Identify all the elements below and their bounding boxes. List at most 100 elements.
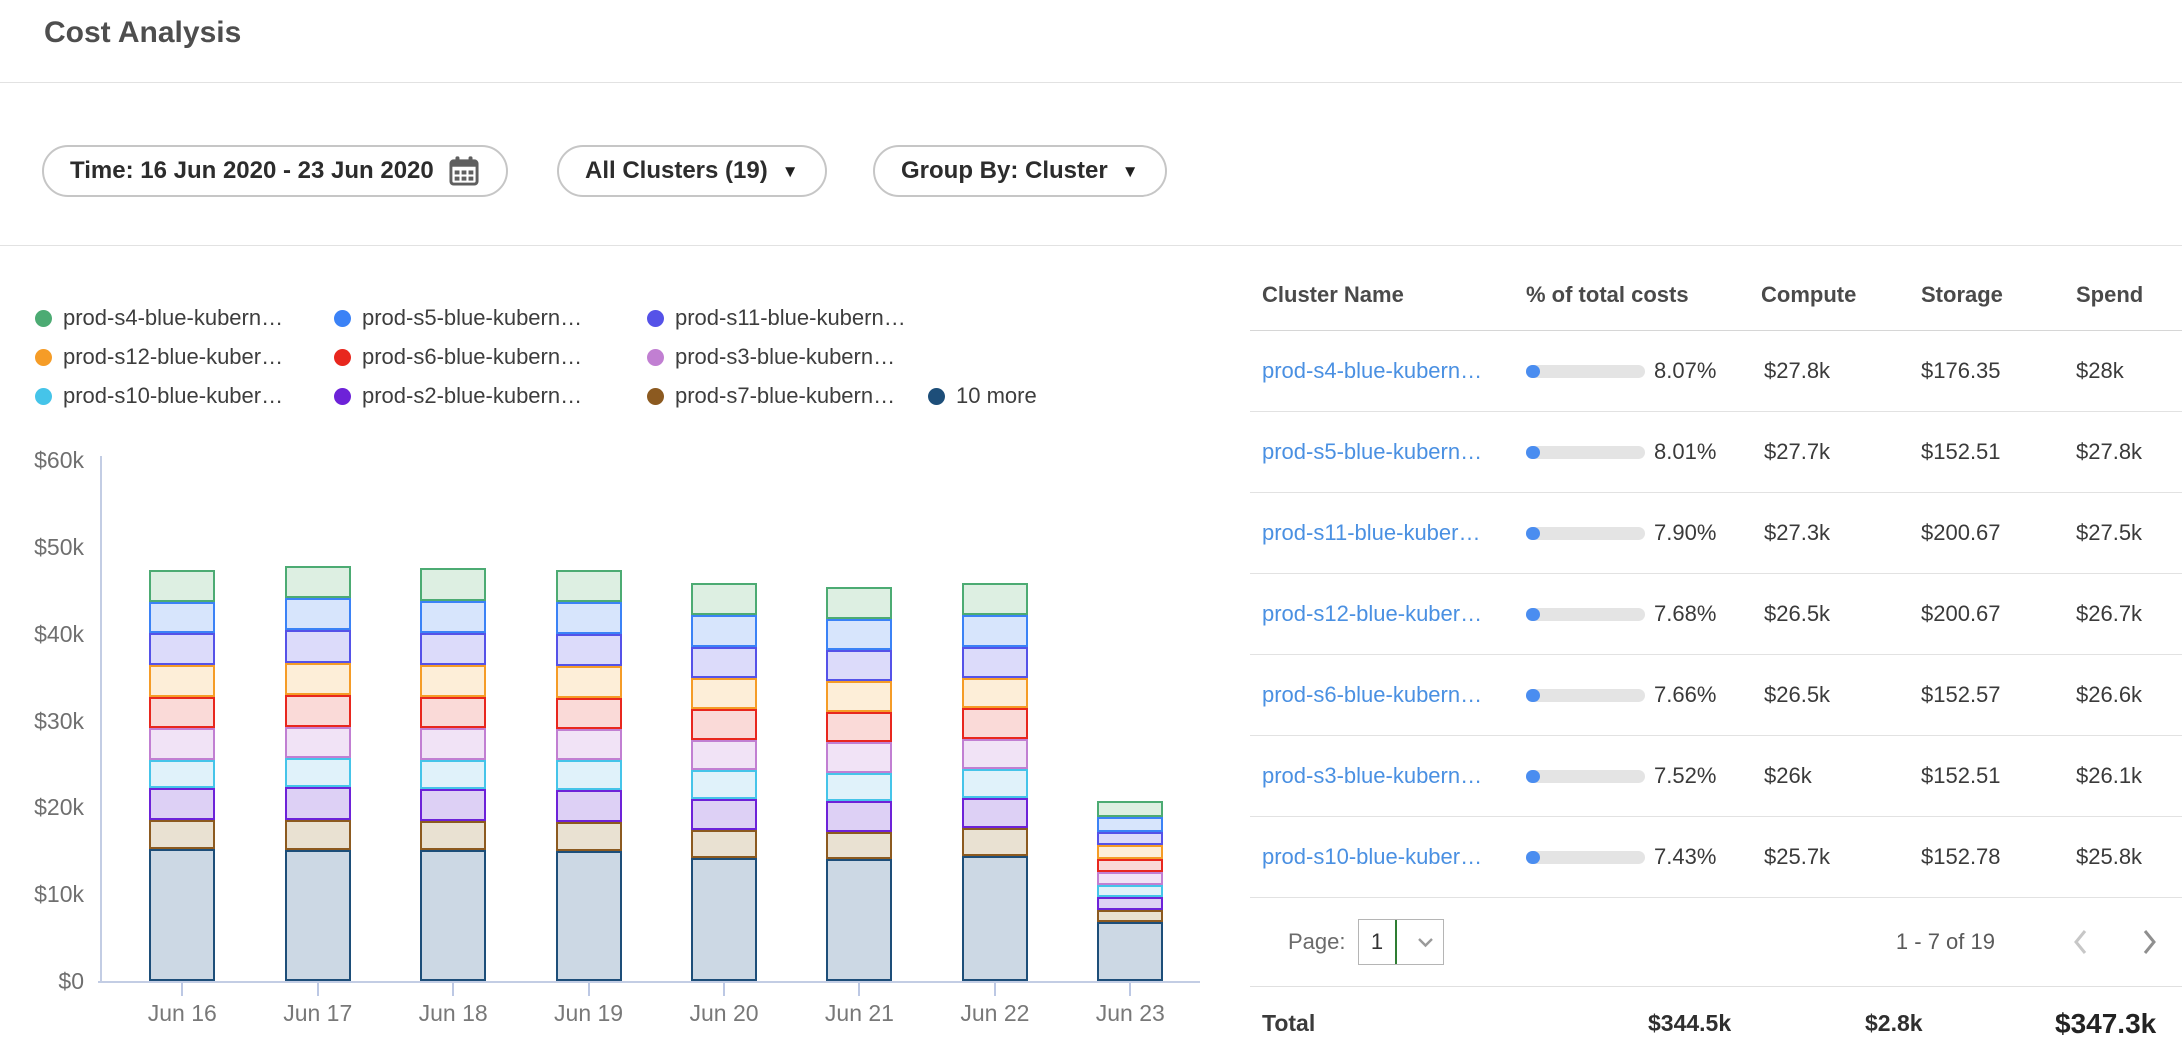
bar-segment[interactable] bbox=[961, 797, 1028, 829]
bar-segment[interactable] bbox=[691, 829, 758, 858]
bar-segment[interactable] bbox=[420, 600, 487, 633]
cluster-link[interactable]: prod-s12-blue-kuber… bbox=[1262, 601, 1483, 626]
bar-segment[interactable] bbox=[420, 849, 487, 981]
bar-segment[interactable] bbox=[961, 583, 1028, 616]
bar-segment[interactable] bbox=[420, 567, 487, 601]
bar-segment[interactable] bbox=[826, 650, 893, 682]
cluster-link[interactable]: prod-s10-blue-kuber… bbox=[1262, 844, 1483, 869]
bar-segment[interactable] bbox=[1097, 884, 1164, 897]
bar-segment[interactable] bbox=[284, 787, 351, 821]
legend-item-2[interactable]: prod-s11-blue-kubern… bbox=[647, 302, 906, 334]
bar-segment[interactable] bbox=[149, 664, 216, 698]
bar-segment[interactable] bbox=[961, 615, 1028, 647]
bar-segment[interactable] bbox=[149, 849, 216, 981]
bar-segment[interactable] bbox=[555, 570, 622, 603]
bar-segment[interactable] bbox=[420, 632, 487, 665]
bar-segment[interactable] bbox=[1097, 844, 1164, 859]
time-range-filter[interactable]: Time: 16 Jun 2020 - 23 Jun 2020 bbox=[42, 145, 508, 197]
bar-segment[interactable] bbox=[826, 859, 893, 981]
bar-segment[interactable] bbox=[284, 663, 351, 696]
legend-item-7[interactable]: prod-s2-blue-kubern… bbox=[334, 380, 582, 412]
bar-segment[interactable] bbox=[1097, 858, 1164, 872]
group-by-dropdown[interactable]: Group By: Cluster ▼ bbox=[873, 145, 1167, 197]
bar-segment[interactable] bbox=[1097, 831, 1164, 845]
cluster-link[interactable]: prod-s3-blue-kubern… bbox=[1262, 763, 1483, 788]
bar-segment[interactable] bbox=[420, 789, 487, 822]
cluster-link[interactable]: prod-s6-blue-kubern… bbox=[1262, 682, 1483, 707]
bar-segment[interactable] bbox=[826, 831, 893, 860]
bar-segment[interactable] bbox=[691, 677, 758, 710]
bar-segment[interactable] bbox=[284, 566, 351, 599]
bar-segment[interactable] bbox=[555, 789, 622, 823]
legend-item-1[interactable]: prod-s5-blue-kubern… bbox=[334, 302, 582, 334]
bar-segment[interactable] bbox=[1097, 816, 1164, 832]
bar-segment[interactable] bbox=[555, 760, 622, 790]
bar-segment[interactable] bbox=[1097, 871, 1164, 885]
bar-segment[interactable] bbox=[826, 772, 893, 802]
bar-segment[interactable] bbox=[961, 646, 1028, 678]
bar-segment[interactable] bbox=[149, 570, 216, 602]
bar-segment[interactable] bbox=[149, 788, 216, 821]
legend-item-5[interactable]: prod-s3-blue-kubern… bbox=[647, 341, 895, 373]
next-page-button[interactable] bbox=[2136, 926, 2162, 958]
bar-segment[interactable] bbox=[1097, 922, 1164, 981]
bar-segment[interactable] bbox=[1097, 909, 1164, 922]
bar-segment[interactable] bbox=[691, 709, 758, 740]
bar-segment[interactable] bbox=[284, 695, 351, 727]
bar-segment[interactable] bbox=[826, 801, 893, 832]
bar-segment[interactable] bbox=[555, 602, 622, 634]
legend-item-3[interactable]: prod-s12-blue-kuber… bbox=[35, 341, 283, 373]
cluster-link[interactable]: prod-s11-blue-kuber… bbox=[1262, 520, 1481, 545]
bar-segment[interactable] bbox=[420, 821, 487, 850]
bar-segment[interactable] bbox=[691, 646, 758, 678]
bar-segment[interactable] bbox=[961, 738, 1028, 770]
bar-segment[interactable] bbox=[284, 849, 351, 981]
bar-segment[interactable] bbox=[420, 728, 487, 760]
bar-segment[interactable] bbox=[1097, 896, 1164, 910]
prev-page-button[interactable] bbox=[2068, 926, 2094, 958]
bar-segment[interactable] bbox=[1097, 801, 1164, 817]
legend-item-more[interactable]: 10 more bbox=[928, 380, 1037, 412]
bar-segment[interactable] bbox=[420, 664, 487, 698]
legend-item-4[interactable]: prod-s6-blue-kubern… bbox=[334, 341, 582, 373]
bar-segment[interactable] bbox=[149, 728, 216, 761]
bar-segment[interactable] bbox=[555, 729, 622, 761]
bar-segment[interactable] bbox=[826, 742, 893, 773]
clusters-filter-dropdown[interactable]: All Clusters (19) ▼ bbox=[557, 145, 827, 197]
bar-segment[interactable] bbox=[961, 828, 1028, 856]
bar-segment[interactable] bbox=[149, 820, 216, 849]
bar-segment[interactable] bbox=[961, 677, 1028, 709]
bar-segment[interactable] bbox=[149, 632, 216, 665]
bar-segment[interactable] bbox=[284, 630, 351, 664]
bar-segment[interactable] bbox=[826, 618, 893, 651]
bar-segment[interactable] bbox=[826, 587, 893, 619]
legend-item-6[interactable]: prod-s10-blue-kuber… bbox=[35, 380, 283, 412]
legend-item-0[interactable]: prod-s4-blue-kubern… bbox=[35, 302, 283, 334]
bar-segment[interactable] bbox=[691, 798, 758, 830]
bar-segment[interactable] bbox=[826, 711, 893, 743]
bar-segment[interactable] bbox=[961, 708, 1028, 739]
bar-segment[interactable] bbox=[420, 759, 487, 790]
bar-segment[interactable] bbox=[691, 615, 758, 647]
legend-item-8[interactable]: prod-s7-blue-kubern… bbox=[647, 380, 895, 412]
bar-segment[interactable] bbox=[284, 820, 351, 850]
bar-segment[interactable] bbox=[691, 769, 758, 799]
bar-segment[interactable] bbox=[149, 760, 216, 789]
page-select[interactable]: 1 bbox=[1358, 919, 1444, 965]
bar-segment[interactable] bbox=[555, 665, 622, 698]
cluster-link[interactable]: prod-s4-blue-kubern… bbox=[1262, 358, 1483, 383]
bar-segment[interactable] bbox=[420, 697, 487, 729]
bar-segment[interactable] bbox=[691, 583, 758, 616]
bar-segment[interactable] bbox=[284, 598, 351, 631]
bar-segment[interactable] bbox=[826, 681, 893, 712]
bar-segment[interactable] bbox=[555, 822, 622, 851]
cluster-link[interactable]: prod-s5-blue-kubern… bbox=[1262, 439, 1483, 464]
bar-segment[interactable] bbox=[284, 757, 351, 788]
bar-segment[interactable] bbox=[284, 726, 351, 758]
bar-segment[interactable] bbox=[149, 601, 216, 633]
bar-segment[interactable] bbox=[691, 739, 758, 770]
bar-segment[interactable] bbox=[555, 850, 622, 981]
bar-segment[interactable] bbox=[961, 856, 1028, 981]
bar-segment[interactable] bbox=[691, 857, 758, 981]
bar-segment[interactable] bbox=[555, 633, 622, 666]
